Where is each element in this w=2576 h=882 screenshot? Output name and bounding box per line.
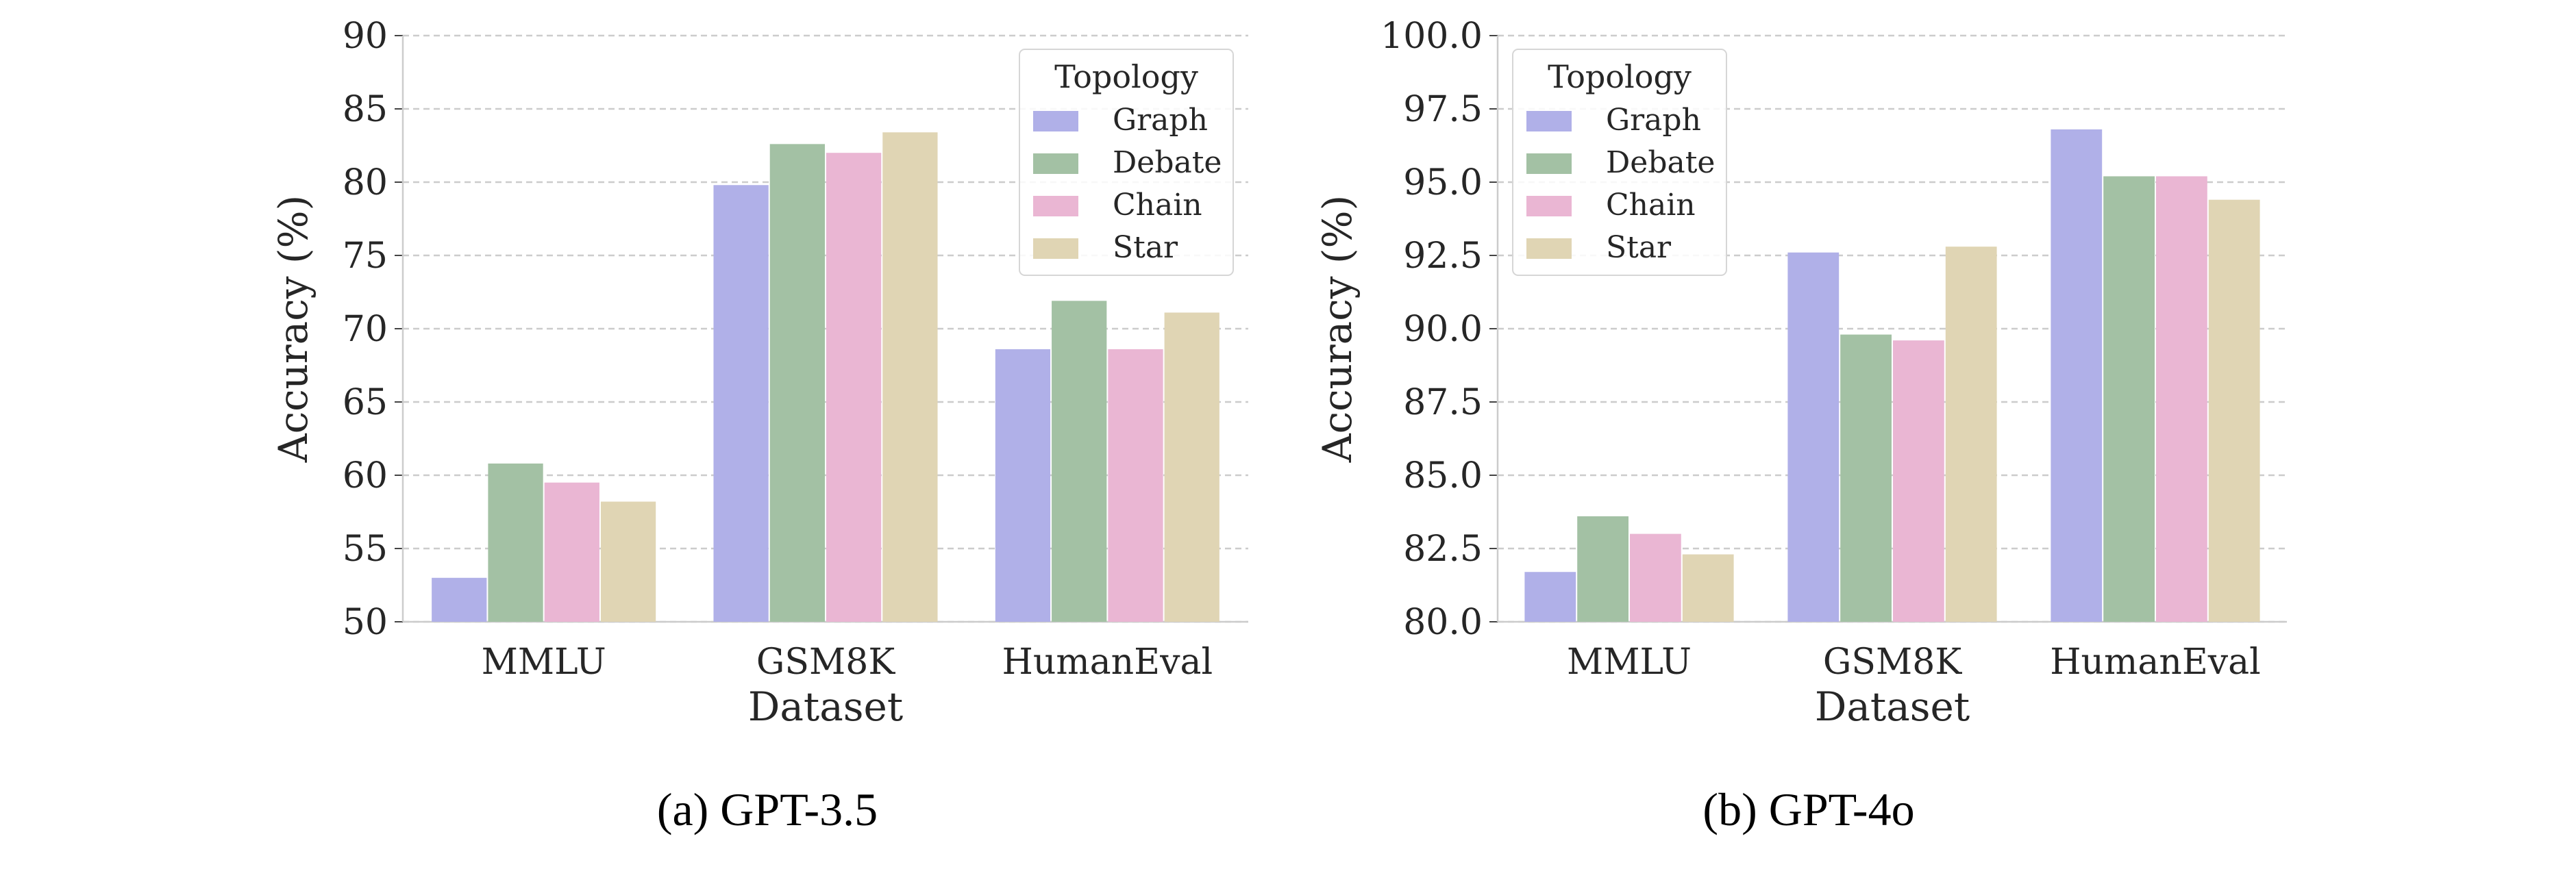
y-tick-label: 70: [343, 309, 388, 350]
x-axis-label: Dataset: [1815, 683, 1970, 730]
bar-debate-gsm8k: [769, 144, 825, 622]
bar-debate-mmlu: [488, 463, 543, 622]
y-tick-label: 82.5: [1403, 529, 1483, 570]
x-tick-label: HumanEval: [1002, 642, 1213, 683]
legend-box: [1512, 49, 1727, 276]
bar-chain-gsm8k: [826, 153, 882, 622]
y-tick-label: 97.5: [1403, 89, 1483, 130]
x-tick-label: HumanEval: [2050, 642, 2261, 683]
chart-gpt35: 50 55 60 65 70 75 80 85 90 MMLU GSM8K HumanEval Data…: [270, 16, 1248, 835]
bar-debate-mmlu: [1577, 516, 1628, 622]
legend-swatch-debate: [1526, 153, 1572, 174]
bar-star-gsm8k: [1945, 247, 1997, 622]
x-tick-label: GSM8K: [756, 642, 895, 683]
figure-caption: (b) GPT-4o: [1702, 783, 1914, 835]
legend-swatch-chain: [1033, 196, 1078, 216]
legend: Topology Graph Debate Chain Star: [1019, 49, 1234, 276]
bar-debate-humaneval: [1052, 301, 1107, 622]
legend-label-debate: Debate: [1113, 145, 1222, 180]
legend-label-debate: Debate: [1606, 145, 1715, 180]
y-tick-label: 85: [343, 89, 388, 130]
legend-box: [1019, 49, 1234, 276]
bar-graph-gsm8k: [1787, 252, 1840, 622]
legend-label-star: Star: [1113, 230, 1178, 265]
x-tick-label: GSM8K: [1823, 642, 1962, 683]
bar-debate-humaneval: [2103, 176, 2155, 622]
chart-gpt4o: 80.0 82.5 85.0 87.5 90.0 92.5 95.0 97.5 100.0 MML…: [1314, 16, 2287, 835]
y-tick-label: 55: [343, 529, 388, 570]
bar-graph-mmlu: [1524, 572, 1576, 622]
y-tick-label: 80.0: [1403, 602, 1483, 643]
legend-swatch-graph: [1033, 111, 1078, 131]
bar-graph-gsm8k: [713, 185, 769, 622]
bar-star-gsm8k: [882, 132, 938, 622]
legend: Topology Graph Debate Chain Star: [1512, 49, 1727, 276]
x-tick-label: MMLU: [1567, 642, 1692, 683]
legend-swatch-star: [1526, 238, 1572, 259]
bar-star-mmlu: [1682, 554, 1734, 622]
figure-caption: (a) GPT-3.5: [657, 783, 878, 835]
legend-swatch-debate: [1033, 153, 1078, 174]
bar-chain-gsm8k: [1893, 340, 1944, 622]
y-axis-label: Accuracy (%): [1314, 195, 1361, 464]
bar-chain-mmlu: [1630, 533, 1681, 622]
y-tick-label: 90.0: [1403, 309, 1483, 350]
bar-graph-mmlu: [432, 577, 487, 622]
y-tick-label: 50: [343, 602, 388, 643]
bar-chain-mmlu: [544, 482, 599, 622]
legend-label-graph: Graph: [1606, 103, 1701, 138]
legend-swatch-star: [1033, 238, 1078, 259]
x-axis-label: Dataset: [748, 683, 903, 730]
bar-debate-gsm8k: [1840, 334, 1892, 622]
legend-label-chain: Chain: [1113, 188, 1202, 223]
legend-title: Topology: [1548, 58, 1692, 95]
bar-graph-humaneval: [2051, 129, 2103, 622]
y-tick-label: 90: [343, 16, 388, 57]
legend-label-chain: Chain: [1606, 188, 1696, 223]
bar-chain-humaneval: [1108, 349, 1163, 622]
legend-title: Topology: [1054, 58, 1198, 95]
bar-star-humaneval: [2208, 199, 2260, 622]
y-tick-label: 92.5: [1403, 236, 1483, 277]
legend-label-star: Star: [1606, 230, 1672, 265]
y-tick-label: 75: [343, 236, 388, 277]
bar-star-mmlu: [600, 501, 656, 622]
legend-swatch-graph: [1526, 111, 1572, 131]
y-tick-label: 80: [343, 162, 388, 203]
bar-graph-humaneval: [995, 349, 1051, 622]
y-tick-label: 85.0: [1403, 455, 1483, 496]
y-tick-label: 65: [343, 382, 388, 423]
x-tick-label: MMLU: [482, 642, 606, 683]
y-tick-label: 95.0: [1403, 162, 1483, 203]
y-tick-label: 100.0: [1380, 16, 1483, 57]
y-tick-label: 60: [343, 455, 388, 496]
legend-swatch-chain: [1526, 196, 1572, 216]
y-axis-label: Accuracy (%): [270, 195, 317, 464]
y-tick-label: 87.5: [1403, 382, 1483, 423]
legend-label-graph: Graph: [1113, 103, 1208, 138]
bar-chain-humaneval: [2156, 176, 2207, 622]
bar-star-humaneval: [1164, 312, 1219, 622]
